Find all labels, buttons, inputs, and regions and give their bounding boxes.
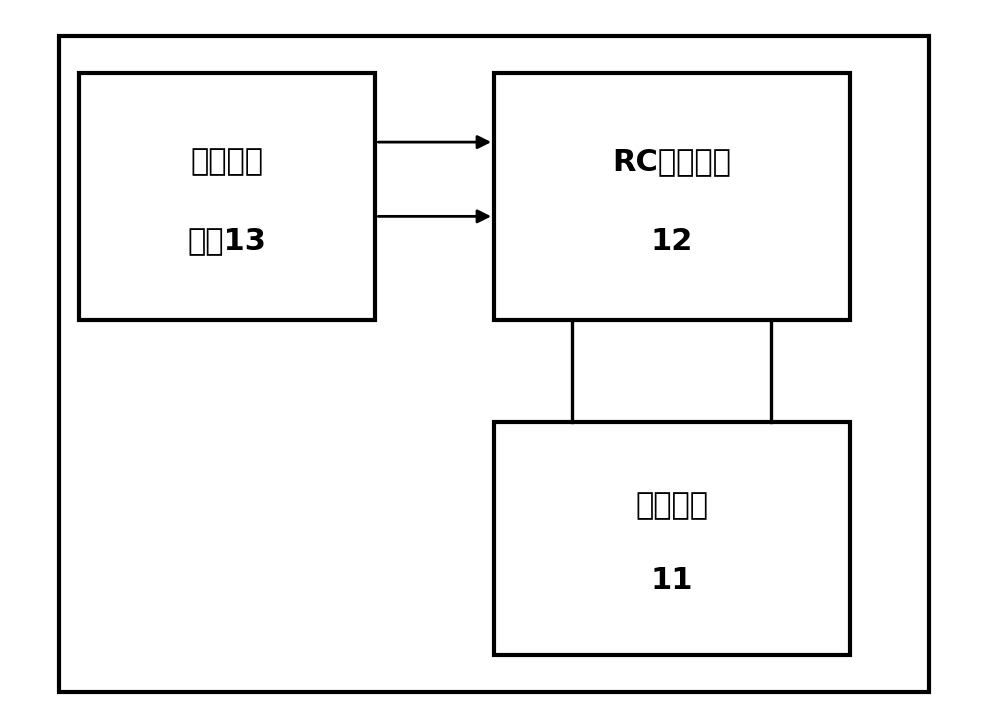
- Text: 内部电路: 内部电路: [635, 491, 708, 521]
- Bar: [59, 36, 929, 692]
- Bar: [494, 422, 850, 655]
- Bar: [494, 73, 850, 320]
- Text: 11: 11: [650, 566, 694, 596]
- Text: 频率调节: 频率调节: [191, 147, 264, 176]
- Text: RC振荡电路: RC振荡电路: [613, 147, 731, 176]
- Text: 电路13: 电路13: [188, 226, 267, 256]
- Bar: [79, 73, 375, 320]
- Text: 12: 12: [651, 226, 693, 256]
